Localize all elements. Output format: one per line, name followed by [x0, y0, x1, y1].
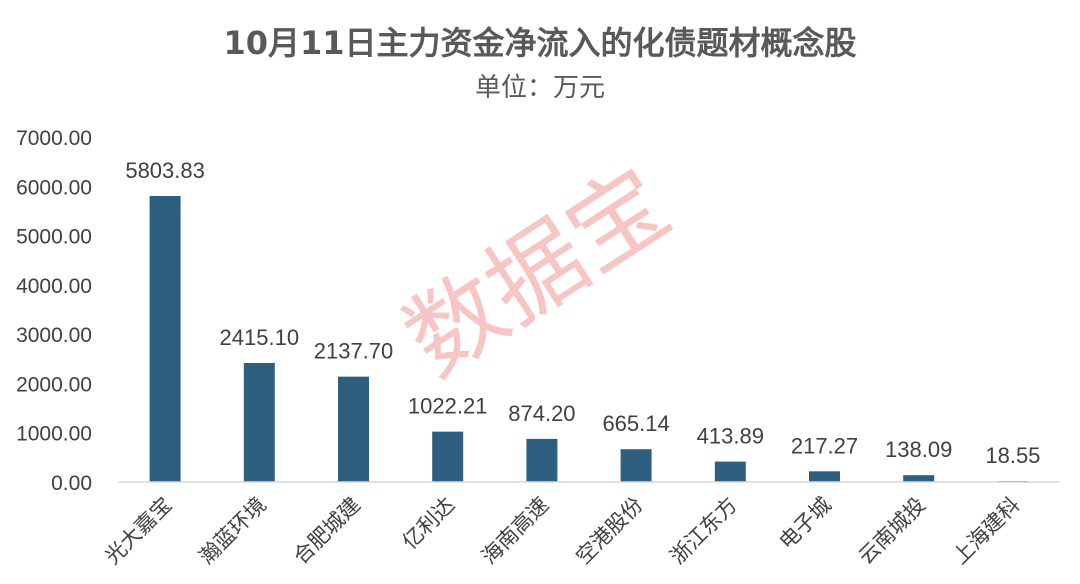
data-label: 2415.10 [220, 325, 300, 350]
x-tick-label: 上海建科 [948, 493, 1024, 569]
bar [432, 431, 464, 482]
bar [620, 449, 652, 482]
x-tick-label: 海南高速 [477, 493, 553, 569]
x-tick-label: 瀚蓝环境 [194, 493, 270, 569]
bars: 5803.83 2415.10 2137.70 1022.21 874.20 665.14… [125, 158, 1040, 482]
y-tick-label: 7000.00 [16, 127, 92, 150]
x-tick-label: 光大嘉宝 [100, 493, 176, 569]
x-tick-label: 浙江东方 [665, 493, 741, 569]
bar [149, 195, 181, 482]
data-label: 665.14 [602, 411, 669, 436]
data-label: 413.89 [697, 424, 764, 449]
chart-subtitle: 单位：万元 [475, 73, 605, 103]
x-tick-label: 空港股份 [571, 493, 647, 569]
bar [714, 461, 746, 482]
data-label: 138.09 [885, 437, 952, 462]
bar [338, 376, 369, 482]
bar [903, 475, 935, 482]
data-label: 5803.83 [125, 158, 205, 183]
bar [809, 471, 840, 482]
data-label: 874.20 [508, 401, 575, 426]
data-label: 1022.21 [408, 394, 488, 419]
y-tick-label: 2000.00 [16, 373, 92, 396]
y-tick-label: 6000.00 [16, 176, 92, 199]
y-tick-label: 5000.00 [16, 226, 92, 249]
y-tick-label: 0.00 [51, 472, 92, 495]
y-tick-label: 4000.00 [16, 275, 92, 298]
data-label: 18.55 [985, 443, 1040, 468]
data-label: 217.27 [791, 433, 858, 458]
x-tick-label: 合肥城建 [289, 493, 365, 569]
x-axis: 光大嘉宝 瀚蓝环境 合肥城建 亿利达 海南高速 空港股份 浙江东方 电子城 云南城投 上海建科 [100, 493, 1024, 569]
y-tick-label: 1000.00 [16, 423, 92, 446]
y-tick-label: 3000.00 [16, 324, 92, 347]
x-tick-label: 亿利达 [398, 493, 460, 555]
bar [526, 438, 558, 482]
watermark: 数据宝 [386, 147, 689, 398]
x-tick-label: 云南城投 [854, 493, 930, 569]
x-tick-label: 电子城 [775, 493, 837, 555]
data-label: 2137.70 [314, 339, 394, 364]
chart-title: 10月11日主力资金净流入的化债题材概念股 [223, 24, 856, 62]
y-axis: 0.00 1000.00 2000.00 3000.00 4000.00 5000.00 6… [16, 127, 92, 495]
bar [243, 362, 275, 482]
